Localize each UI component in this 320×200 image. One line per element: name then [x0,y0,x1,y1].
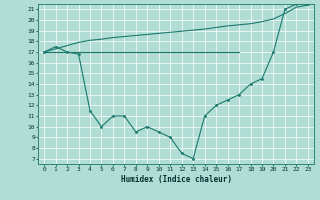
X-axis label: Humidex (Indice chaleur): Humidex (Indice chaleur) [121,175,231,184]
